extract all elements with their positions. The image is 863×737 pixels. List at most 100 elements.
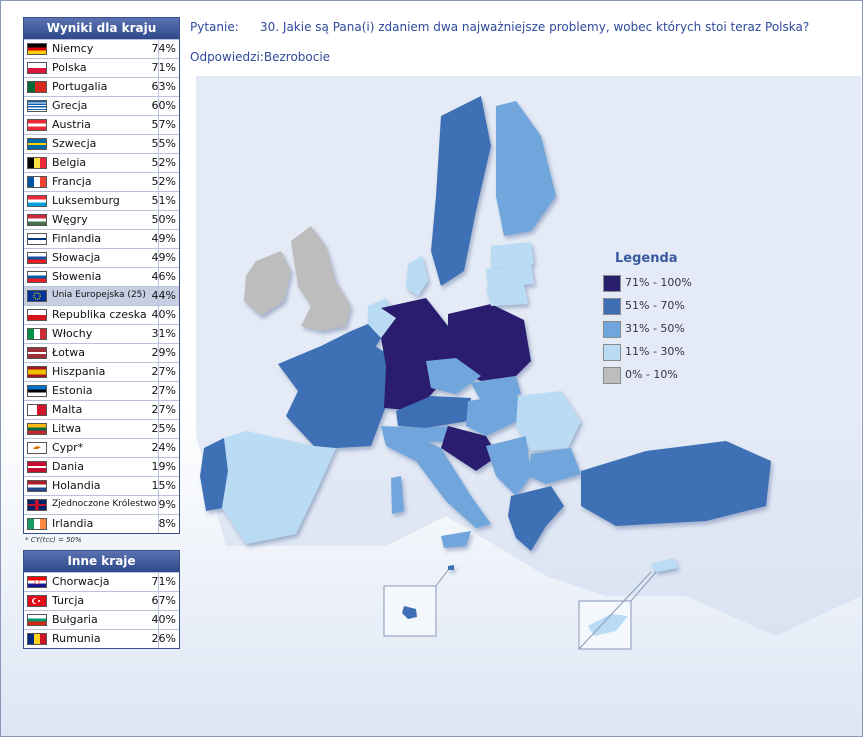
flag-fi-icon bbox=[27, 233, 47, 245]
legend-item: 0% - 10% bbox=[601, 366, 678, 389]
country-name: Słowenia bbox=[52, 270, 102, 283]
country-row: Malta 27% bbox=[24, 400, 179, 419]
column-divider bbox=[158, 230, 159, 248]
flag-ro-icon bbox=[27, 633, 47, 645]
column-divider bbox=[158, 306, 159, 324]
flag-fr-icon bbox=[27, 176, 47, 188]
flag-mt-icon bbox=[27, 404, 47, 416]
flag-lv-icon bbox=[27, 347, 47, 359]
country-value: 25% bbox=[151, 422, 176, 435]
column-divider bbox=[158, 211, 159, 229]
country-row: Turcja 67% bbox=[24, 591, 179, 610]
country-name: Unia Europejska (25) bbox=[52, 290, 146, 300]
column-divider bbox=[158, 573, 159, 591]
country-value: 51% bbox=[151, 194, 176, 207]
column-divider bbox=[158, 173, 159, 191]
country-row: Szwecja 55% bbox=[24, 134, 179, 153]
flag-at-icon bbox=[27, 119, 47, 131]
region-spain bbox=[222, 431, 336, 544]
region-croatia bbox=[441, 426, 498, 471]
country-value: 27% bbox=[151, 384, 176, 397]
flag-dk-icon bbox=[27, 461, 47, 473]
country-value: 67% bbox=[151, 594, 176, 607]
country-name: Włochy bbox=[52, 327, 93, 340]
flag-it-icon bbox=[27, 328, 47, 340]
country-name: Malta bbox=[52, 403, 83, 416]
country-row: Chorwacja 71% bbox=[24, 572, 179, 591]
region-france bbox=[278, 331, 391, 448]
flag-eu-icon bbox=[27, 290, 47, 302]
flag-gb-icon bbox=[27, 499, 47, 511]
region-czech-republic bbox=[426, 358, 481, 394]
country-name: Austria bbox=[52, 118, 91, 131]
other-countries-table: Inne kraje Chorwacja 71% Turcja 67% Bułgaria… bbox=[23, 550, 180, 649]
country-value: 15% bbox=[151, 479, 176, 492]
question-text: 30. Jakie są Pana(i) zdaniem dwa najważn… bbox=[260, 20, 810, 34]
country-value: 74% bbox=[151, 42, 176, 55]
region-turkey bbox=[581, 441, 771, 526]
country-value: 46% bbox=[151, 270, 176, 283]
column-divider bbox=[158, 268, 159, 286]
country-name: Węgry bbox=[52, 213, 88, 226]
flag-de-icon bbox=[27, 43, 47, 55]
column-divider bbox=[158, 325, 159, 343]
country-row: Luksemburg 51% bbox=[24, 191, 179, 210]
legend-label: 71% - 100% bbox=[625, 276, 692, 289]
legend-swatch bbox=[603, 298, 621, 315]
country-value: 29% bbox=[151, 346, 176, 359]
region-ireland bbox=[244, 251, 291, 316]
country-row: Belgia 52% bbox=[24, 153, 179, 172]
country-row: Dania 19% bbox=[24, 457, 179, 476]
region-greece bbox=[508, 486, 564, 551]
column-divider bbox=[158, 515, 159, 533]
column-divider bbox=[158, 477, 159, 495]
flag-pl-icon bbox=[27, 62, 47, 74]
country-results-rows: Niemcy 74% Polska 71% Portugalia 63% Grecja 60%… bbox=[24, 39, 179, 533]
flag-bg-icon bbox=[27, 614, 47, 626]
answer-text: Bezrobocie bbox=[263, 50, 331, 64]
column-divider bbox=[158, 439, 159, 457]
answer-label: Odpowiedzi: bbox=[190, 50, 264, 64]
country-row: Portugalia 63% bbox=[24, 77, 179, 96]
column-divider bbox=[158, 135, 159, 153]
country-name: Rumunia bbox=[52, 632, 101, 645]
cyprus-inset-line-b bbox=[578, 571, 652, 650]
country-row: Słowenia 46% bbox=[24, 267, 179, 286]
legend-swatch bbox=[603, 275, 621, 292]
country-value: 49% bbox=[151, 251, 176, 264]
country-value: 31% bbox=[151, 327, 176, 340]
country-value: 63% bbox=[151, 80, 176, 93]
region-latvia bbox=[486, 264, 534, 288]
country-results-title: Wyniki dla kraju bbox=[24, 18, 179, 39]
country-value: 40% bbox=[151, 613, 176, 626]
legend-swatch bbox=[603, 344, 621, 361]
country-value: 50% bbox=[151, 213, 176, 226]
region-lithuania bbox=[486, 284, 528, 306]
column-divider bbox=[158, 363, 159, 381]
europe-map bbox=[196, 76, 861, 650]
country-row: Słowacja 49% bbox=[24, 248, 179, 267]
country-value: 44% bbox=[151, 289, 176, 302]
region-balkans bbox=[486, 436, 531, 496]
country-row: Polska 71% bbox=[24, 58, 179, 77]
country-name: Litwa bbox=[52, 422, 82, 435]
region-belgium bbox=[351, 324, 381, 354]
column-divider bbox=[158, 630, 159, 648]
country-value: 57% bbox=[151, 118, 176, 131]
country-value: 24% bbox=[151, 441, 176, 454]
country-value: 49% bbox=[151, 232, 176, 245]
flag-tr-icon bbox=[27, 595, 47, 607]
country-name: Hiszpania bbox=[52, 365, 106, 378]
legend-label: 51% - 70% bbox=[625, 299, 685, 312]
country-name: Portugalia bbox=[52, 80, 108, 93]
country-value: 71% bbox=[151, 61, 176, 74]
region-poland bbox=[448, 304, 531, 381]
column-divider bbox=[158, 611, 159, 629]
flag-si-icon bbox=[27, 271, 47, 283]
region-austria bbox=[396, 396, 471, 428]
legend-item: 31% - 50% bbox=[601, 320, 685, 343]
country-value: 9% bbox=[158, 498, 176, 511]
legend-swatch bbox=[603, 321, 621, 338]
country-name: Francja bbox=[52, 175, 92, 188]
country-row: Węgry 50% bbox=[24, 210, 179, 229]
